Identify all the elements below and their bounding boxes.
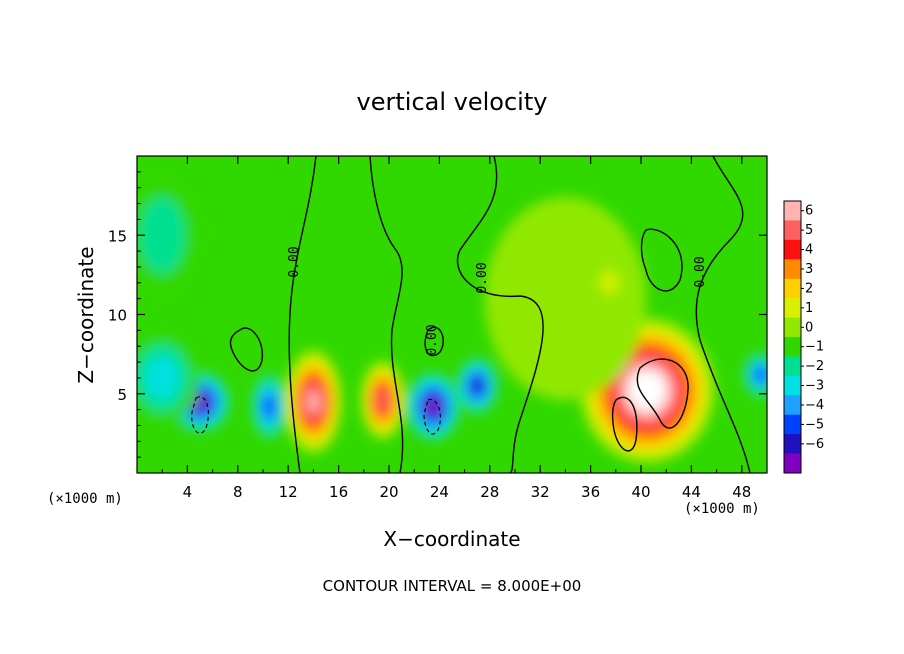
colorbar-label-11: −5 — [805, 417, 824, 432]
field-features — [137, 165, 767, 464]
zero-contour-0 — [288, 156, 317, 473]
colorbar-band-9 — [784, 375, 801, 396]
x-tick-label-4: 4 — [183, 483, 193, 501]
colorbar-band-3 — [784, 259, 801, 280]
x-tick-label-8: 8 — [233, 483, 243, 501]
zero-contour-8 — [611, 396, 638, 452]
x-tick-label-16: 16 — [329, 483, 348, 501]
y-axis-label: Z−coordinate — [74, 246, 98, 384]
contour-label-3: 0.00 — [693, 256, 708, 287]
contour-label-0: 0.00 — [287, 246, 302, 277]
field-feature-4 — [432, 405, 434, 408]
colorbar-label-2: 4 — [805, 243, 813, 258]
neg-contour-0 — [191, 396, 209, 434]
colorbar-band-13 — [784, 453, 801, 474]
zero-contour-4 — [640, 228, 683, 292]
neg-contour-1 — [423, 399, 441, 435]
contour-interval-note: CONTOUR INTERVAL = 8.000E+00 — [322, 577, 582, 595]
colorbar-label-7: −1 — [805, 340, 824, 355]
colorbar-label-9: −3 — [805, 379, 824, 394]
contour-label-1: 0.00 — [475, 262, 490, 293]
colorbar-label-0: 6 — [805, 204, 813, 219]
y-tick-label-10: 10 — [108, 307, 127, 325]
colorbar-band-10 — [784, 395, 801, 416]
x-tick-label-20: 20 — [379, 483, 398, 501]
colorbar-band-8 — [784, 356, 801, 377]
colorbar-label-6: 0 — [805, 320, 813, 335]
colorbar-label-12: −6 — [805, 437, 824, 452]
chart-title: vertical velocity — [356, 88, 548, 116]
x-unit-label-right: (×1000 m) — [684, 501, 760, 517]
field-layer: 0.00 0.00 0.00 0.00 — [137, 156, 767, 473]
field-feature-2 — [312, 400, 315, 404]
x-axis-label: X−coordinate — [383, 527, 521, 551]
x-tick-label-12: 12 — [279, 483, 298, 501]
colorbar-band-2 — [784, 239, 801, 260]
x-tick-label-40: 40 — [631, 483, 650, 501]
zero-contour-6 — [424, 326, 444, 357]
field-feature-9 — [484, 197, 647, 401]
field-feature-6 — [645, 389, 649, 393]
x-tick-label-44: 44 — [682, 483, 701, 501]
colorbar-band-0 — [784, 201, 801, 221]
colorbar-label-4: 2 — [805, 281, 813, 296]
x-tick-label-36: 36 — [581, 483, 600, 501]
colorbar-band-6 — [784, 317, 801, 338]
colorbar-frame — [783, 200, 802, 474]
y-tick-label-5: 5 — [117, 386, 127, 404]
field-feature-0 — [199, 400, 201, 403]
colorbar-band-11 — [784, 414, 801, 435]
colorbar-label-5: 1 — [805, 301, 813, 316]
colorbar-label-1: 5 — [805, 223, 813, 238]
x-tick-label-48: 48 — [732, 483, 751, 501]
zero-contour-7 — [636, 358, 689, 429]
field-feature-7 — [755, 367, 767, 382]
zero-contour-3 — [695, 156, 751, 473]
x-tick-label-32: 32 — [531, 483, 550, 501]
field-feature-3 — [377, 389, 389, 411]
x-tick-label-24: 24 — [430, 483, 449, 501]
field-feature-5 — [471, 378, 483, 394]
field-feature-10 — [600, 271, 619, 295]
zero-contour-5 — [229, 327, 264, 372]
y-tick-label-15: 15 — [108, 227, 127, 245]
zero-contour-2 — [456, 156, 544, 473]
field-feature-11 — [139, 197, 185, 274]
x-tick-label-28: 28 — [480, 483, 499, 501]
field-feature-1 — [263, 395, 275, 417]
colorbar-band-7 — [784, 337, 801, 357]
field-feature-8 — [144, 356, 180, 400]
colorbar-band-4 — [784, 278, 801, 299]
colorbar-band-1 — [784, 220, 801, 241]
colorbar-label-10: −4 — [805, 398, 824, 413]
colorbar-band-5 — [784, 298, 801, 319]
colorbar-label-3: 3 — [805, 262, 813, 277]
colorbar-label-8: −2 — [805, 359, 824, 374]
colorbar-band-12 — [784, 434, 801, 455]
x-unit-label-left: (×1000 m) — [47, 491, 123, 507]
zero-contour-1 — [369, 156, 404, 473]
contour-label-2: 0.00 — [425, 324, 440, 355]
